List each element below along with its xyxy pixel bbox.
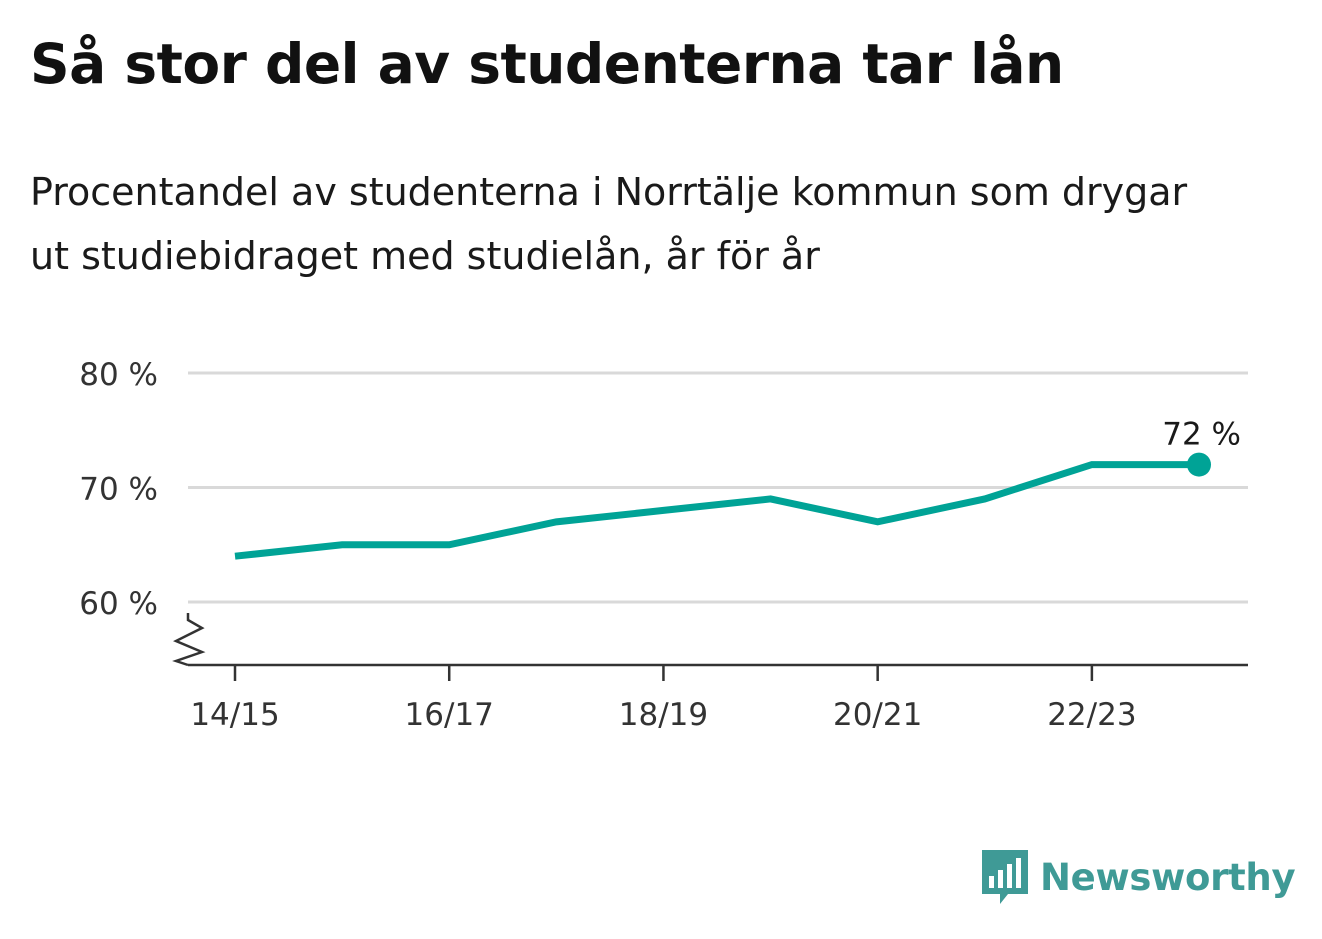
x-axis: 14/15 16/17 18/19 20/21 22/23 <box>188 663 1248 733</box>
x-tick-label: 18/19 <box>619 697 708 733</box>
y-tick-label: 60 % <box>79 586 158 622</box>
y-tick-label: 70 % <box>79 472 158 508</box>
brand-name: Newsworthy <box>1040 855 1296 899</box>
y-axis-labels: 80 % 70 % 60 % <box>79 357 158 622</box>
end-value-label: 72 % <box>1162 417 1241 453</box>
axis-break-mark <box>172 613 206 667</box>
newsworthy-logo-icon <box>982 850 1028 904</box>
chart-title: Så stor del av studenterna tar lån <box>30 32 1064 96</box>
series-layer: 72 % <box>234 417 1241 560</box>
end-point-marker <box>1187 452 1211 477</box>
brand-logo: Newsworthy <box>980 846 1296 908</box>
chart-subtitle: Procentandel av studenterna i Norrtälje … <box>30 170 1188 278</box>
axis-break <box>172 613 206 667</box>
series-line <box>234 461 1199 560</box>
gridlines <box>188 371 1248 604</box>
y-tick-label: 80 % <box>79 357 158 393</box>
x-tick-label: 20/21 <box>833 697 922 733</box>
x-tick-label: 16/17 <box>405 697 494 733</box>
x-tick-label: 14/15 <box>190 697 279 733</box>
line-chart: 80 % 70 % 60 % 14/15 16/17 18/19 20/21 22/23 7… <box>79 357 1248 733</box>
x-tick-label: 22/23 <box>1047 697 1136 733</box>
